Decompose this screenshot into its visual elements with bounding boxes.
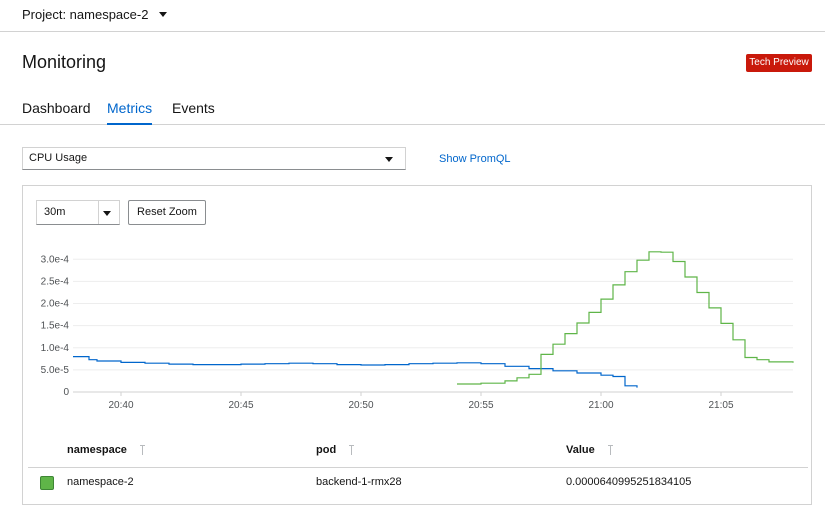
divider [98, 201, 99, 224]
column-header-value[interactable]: Value [566, 444, 615, 456]
project-bar: Project: namespace-2 [0, 0, 825, 32]
y-tick-label: 2.0e-4 [41, 299, 70, 310]
y-tick-label: 1.0e-4 [41, 343, 70, 354]
tab-bar: Dashboard Metrics Events [0, 92, 825, 125]
caret-down-icon [385, 157, 393, 162]
time-range-select[interactable]: 30m [36, 200, 120, 225]
sort-icon [348, 444, 356, 456]
x-tick-label: 20:50 [348, 400, 373, 411]
show-promql-link[interactable]: Show PromQL [439, 153, 511, 165]
table-row: namespace-2 backend-1-rmx28 0.0000640995… [28, 468, 808, 498]
caret-down-icon [103, 211, 111, 216]
column-label: namespace [67, 444, 127, 456]
x-tick-label: 21:05 [708, 400, 733, 411]
tab-metrics[interactable]: Metrics [107, 100, 153, 125]
chart-card: 30m Reset Zoom 0 5.0e-5 1.0e-4 1.5e-4 2.0e-4… [22, 185, 812, 505]
tab-events[interactable]: Events [172, 100, 215, 116]
column-header-pod[interactable]: pod [316, 444, 356, 456]
y-tick-label: 2.5e-4 [41, 276, 70, 287]
tech-preview-badge: Tech Preview [746, 54, 812, 72]
column-label: Value [566, 444, 595, 456]
metric-select-value: CPU Usage [29, 152, 88, 164]
y-tick-label: 1.5e-4 [41, 321, 70, 332]
cell-value: 0.0000640995251834105 [566, 476, 692, 488]
y-tick-label: 5.0e-5 [41, 365, 70, 376]
sort-icon [607, 444, 615, 456]
cell-pod: backend-1-rmx28 [316, 476, 402, 488]
project-label: Project: namespace-2 [22, 7, 149, 22]
cell-namespace: namespace-2 [67, 476, 134, 488]
metric-select[interactable]: CPU Usage [22, 147, 406, 170]
y-tick-label: 0 [63, 387, 69, 398]
reset-zoom-button[interactable]: Reset Zoom [128, 200, 206, 225]
table-header: namespace pod Value [28, 436, 808, 468]
x-tick-label: 20:45 [228, 400, 253, 411]
sort-icon [139, 444, 147, 456]
column-header-namespace[interactable]: namespace [67, 444, 147, 456]
x-tick-label: 20:55 [468, 400, 493, 411]
column-label: pod [316, 444, 337, 456]
tab-dashboard[interactable]: Dashboard [22, 100, 91, 116]
y-tick-label: 3.0e-4 [41, 254, 70, 265]
time-range-value: 30m [44, 206, 66, 218]
caret-down-icon [159, 12, 168, 17]
series-line-1 [457, 251, 794, 385]
metrics-chart[interactable]: 0 5.0e-5 1.0e-4 1.5e-4 2.0e-4 2.5e-4 3.0e-4 20:… [23, 186, 813, 426]
project-selector[interactable]: Project: namespace-2 [22, 7, 168, 22]
series-line-0 [73, 356, 638, 388]
x-tick-label: 21:00 [588, 400, 613, 411]
x-tick-label: 20:40 [108, 400, 133, 411]
page-title: Monitoring [22, 52, 107, 72]
series-color-swatch [40, 476, 54, 490]
